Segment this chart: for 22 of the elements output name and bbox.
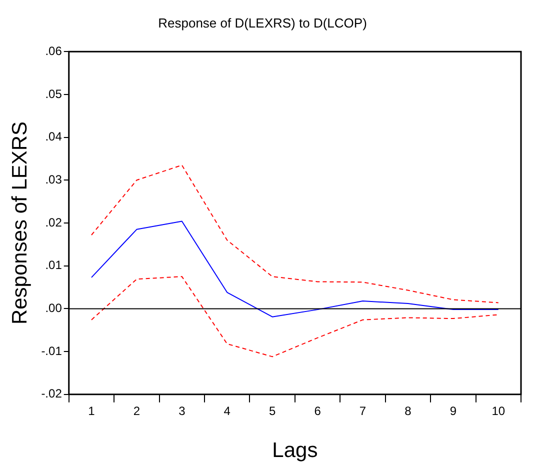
x-tick-label: 3 xyxy=(178,404,186,418)
x-tick-label: 5 xyxy=(268,404,276,418)
x-tick-label: 2 xyxy=(133,404,140,418)
x-tick-label: 8 xyxy=(404,404,412,418)
x-tick-label: 6 xyxy=(314,404,322,418)
y-tick-label: .05 xyxy=(45,86,62,101)
y-tick-label: .03 xyxy=(45,172,62,186)
x-tick-label: 1 xyxy=(88,404,96,418)
y-tick-label: .01 xyxy=(45,258,62,272)
x-tick-label: 4 xyxy=(224,404,231,418)
y-tick-label: -.01 xyxy=(41,344,62,358)
x-tick-label: 7 xyxy=(359,404,366,418)
chart-title: Response of D(LEXRS) to D(LCOP) xyxy=(158,15,367,30)
x-tick-label: 10 xyxy=(492,404,506,418)
y-tick-label: .04 xyxy=(45,130,62,144)
y-tick-label: .06 xyxy=(45,44,62,58)
x-axis-title: Lags xyxy=(272,439,318,462)
y-tick-label: .00 xyxy=(45,301,62,316)
y-axis-title: Responses of LEXRS xyxy=(8,121,32,325)
x-tick-label: 9 xyxy=(450,404,457,418)
y-tick-label: .02 xyxy=(45,215,62,230)
y-tick-label: -.02 xyxy=(41,386,62,401)
